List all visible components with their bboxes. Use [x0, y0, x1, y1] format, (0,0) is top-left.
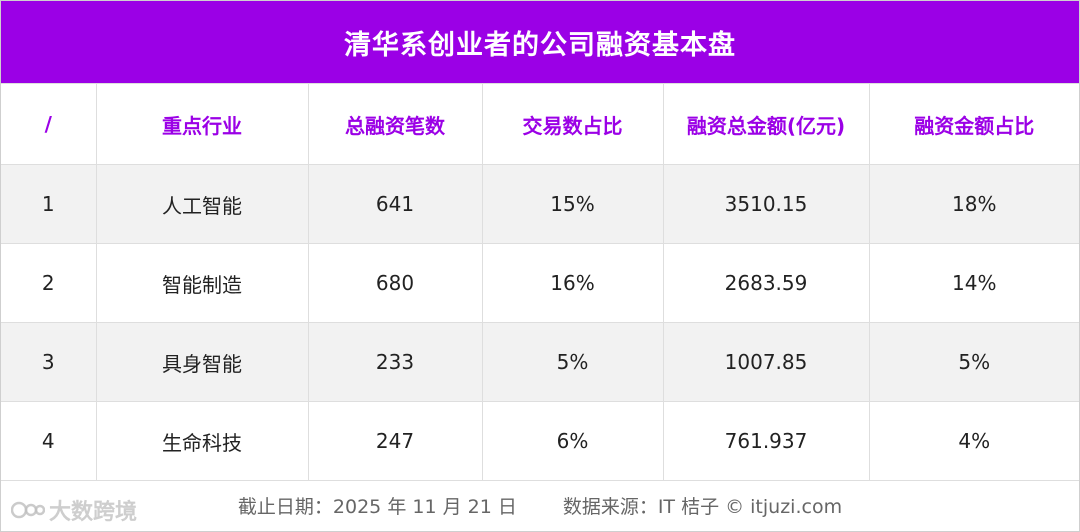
- table-row: 3 具身智能 233 5% 1007.85 5%: [1, 322, 1079, 402]
- financing-table: / 重点行业 总融资笔数 交易数占比 融资总金额(亿元) 融资金额占比 1 人工…: [1, 83, 1079, 481]
- cell-index: 2: [1, 243, 97, 323]
- table-title: 清华系创业者的公司融资基本盘: [1, 1, 1079, 83]
- cell-deal-share: 15%: [481, 164, 664, 244]
- table-row: 4 生命科技 247 6% 761.937 4%: [1, 401, 1079, 481]
- cell-industry: 具身智能: [95, 322, 309, 402]
- cell-deal-share: 16%: [481, 243, 664, 323]
- column-header-amount: 融资总金额(亿元): [662, 83, 870, 165]
- cell-industry: 智能制造: [95, 243, 309, 323]
- table-footer: 截止日期：2025 年 11 月 21 日 数据来源：IT 桔子 © itjuz…: [1, 479, 1079, 531]
- data-source: 数据来源：IT 桔子 © itjuzi.com: [562, 495, 843, 518]
- cell-deal-count: 247: [307, 401, 483, 481]
- watermark: 大数跨境: [11, 495, 137, 525]
- cutoff-date: 截止日期：2025 年 11 月 21 日: [237, 495, 517, 518]
- cell-amount-share: 4%: [868, 401, 1079, 481]
- cell-index: 3: [1, 322, 97, 402]
- cell-deal-share: 6%: [481, 401, 664, 481]
- table-row: 2 智能制造 680 16% 2683.59 14%: [1, 243, 1079, 323]
- cell-deal-count: 680: [307, 243, 483, 323]
- cell-deal-count: 641: [307, 164, 483, 244]
- cell-amount: 761.937: [662, 401, 870, 481]
- column-header-deal-share: 交易数占比: [481, 83, 664, 165]
- cell-amount-share: 5%: [868, 322, 1079, 402]
- cell-deal-count: 233: [307, 322, 483, 402]
- cell-deal-share: 5%: [481, 322, 664, 402]
- column-header-amount-share: 融资金额占比: [868, 83, 1079, 165]
- column-header-industry: 重点行业: [95, 83, 309, 165]
- cell-amount: 3510.15: [662, 164, 870, 244]
- column-header-index: /: [1, 83, 97, 165]
- cell-amount-share: 18%: [868, 164, 1079, 244]
- column-header-deal-count: 总融资笔数: [307, 83, 483, 165]
- logo-icon: [11, 501, 45, 519]
- table-row: 1 人工智能 641 15% 3510.15 18%: [1, 164, 1079, 244]
- header-row: / 重点行业 总融资笔数 交易数占比 融资总金额(亿元) 融资金额占比: [1, 83, 1079, 165]
- watermark-text: 大数跨境: [49, 500, 138, 525]
- cell-index: 4: [1, 401, 97, 481]
- cell-amount: 1007.85: [662, 322, 870, 402]
- cell-industry: 人工智能: [95, 164, 309, 244]
- cell-index: 1: [1, 164, 97, 244]
- cell-amount: 2683.59: [662, 243, 870, 323]
- cell-amount-share: 14%: [868, 243, 1079, 323]
- cell-industry: 生命科技: [95, 401, 309, 481]
